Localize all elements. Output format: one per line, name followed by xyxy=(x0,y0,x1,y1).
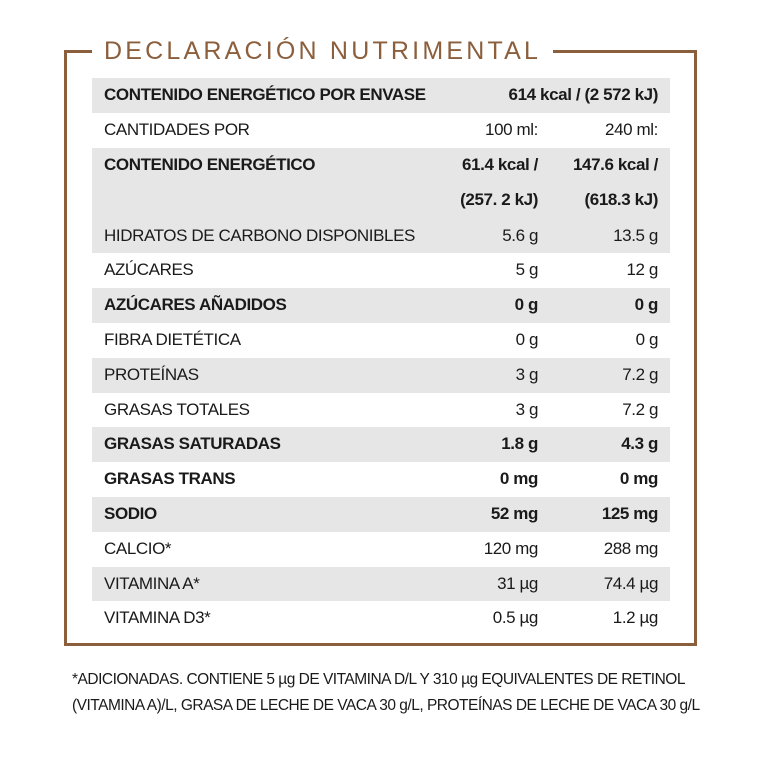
row-value-total: 614 kcal / (2 572 kJ) xyxy=(508,85,659,104)
row-label: CONTENIDO ENERGÉTICO xyxy=(104,154,316,174)
row-value-100ml: 5 g xyxy=(515,260,539,280)
row-label: GRASAS SATURADAS xyxy=(104,434,281,454)
row-value-100ml: 52 mg xyxy=(490,503,539,523)
table-row: CONTENIDO ENERGÉTICO 61.4 kcal / (257. 2… xyxy=(92,147,670,219)
column-header-100ml: 100 ml: xyxy=(485,119,538,139)
row-value-100ml: 120 mg xyxy=(483,538,539,558)
row-value-100ml: 5.6 g xyxy=(502,225,538,245)
row-value-240ml: 1.2 µg xyxy=(612,608,659,628)
row-label: VITAMINA D3* xyxy=(104,608,211,628)
row-label: VITAMINA A* xyxy=(104,573,200,593)
table-row: CALCIO* 120 mg 288 mg xyxy=(92,532,670,567)
footnote-line: *ADICIONADAS. CONTIENE 5 µg DE VITAMINA … xyxy=(72,671,685,688)
table-row: GRASAS SATURADAS 1.8 g 4.3 g xyxy=(92,427,670,463)
row-value-100ml: 31 µg xyxy=(497,573,538,593)
row-value-240ml: 0 g xyxy=(634,295,659,315)
table-row: FIBRA DIETÉTICA 0 g 0 g xyxy=(92,323,670,358)
row-value-240ml: 7.2 g xyxy=(622,364,658,384)
footnote: *ADICIONADAS. CONTIENE 5 µg DE VITAMINA … xyxy=(72,667,712,719)
table-row: VITAMINA A* 31 µg 74.4 µg xyxy=(92,566,670,602)
label-title: DECLARACIÓN NUTRIMENTAL xyxy=(92,34,554,68)
row-value-100ml: 1.8 g xyxy=(501,434,538,454)
row-value-240ml: 13.5 g xyxy=(613,225,658,245)
table-row: AZÚCARES AÑADIDOS 0 g 0 g xyxy=(92,288,670,323)
row-label: GRASAS TRANS xyxy=(104,469,236,489)
row-value-100ml-line2: (257. 2 kJ) xyxy=(460,189,538,209)
row-value-240ml: 0 mg xyxy=(619,469,658,489)
row-value-240ml: 125 mg xyxy=(601,503,659,523)
row-label: HIDRATOS DE CARBONO DISPONIBLES xyxy=(104,225,415,245)
row-value-240ml: 288 mg xyxy=(603,538,659,558)
row-label: CANTIDADES POR xyxy=(104,119,250,139)
row-value-240ml: 147.6 kcal / xyxy=(573,154,658,174)
row-value-100ml: 0 mg xyxy=(499,469,538,489)
table-row: HIDRATOS DE CARBONO DISPONIBLES 5.6 g 13… xyxy=(92,218,670,254)
column-header-240ml: 240 ml: xyxy=(605,119,658,139)
row-value-240ml: 7.2 g xyxy=(622,399,658,419)
row-value-100ml: 0 g xyxy=(515,329,539,349)
nutrition-table: CONTENIDO ENERGÉTICO POR ENVASE 614 kcal… xyxy=(92,78,670,636)
row-value-100ml: 61.4 kcal / xyxy=(462,154,538,174)
row-label: CALCIO* xyxy=(104,538,172,558)
table-row: SODIO 52 mg 125 mg xyxy=(92,496,670,532)
row-value-240ml-line2: (618.3 kJ) xyxy=(584,189,659,209)
row-label: SODIO xyxy=(104,503,157,523)
row-value-240ml: 74.4 µg xyxy=(603,573,659,593)
footnote-line: (VITAMINA A)/L, GRASA DE LECHE DE VACA 3… xyxy=(72,697,700,714)
table-row: PROTEÍNAS 3 g 7.2 g xyxy=(92,357,670,393)
row-label: CONTENIDO ENERGÉTICO POR ENVASE xyxy=(104,85,426,104)
row-label: AZÚCARES xyxy=(104,260,194,280)
row-value-100ml: 3 g xyxy=(515,399,539,419)
row-value-240ml: 0 g xyxy=(635,329,659,349)
row-value-100ml: 0.5 µg xyxy=(492,608,539,628)
row-value-100ml: 3 g xyxy=(515,364,539,384)
table-row: GRASAS TRANS 0 mg 0 mg xyxy=(92,462,670,497)
table-row: CONTENIDO ENERGÉTICO POR ENVASE 614 kcal… xyxy=(92,78,670,113)
row-label: GRASAS TOTALES xyxy=(104,399,250,419)
row-label: PROTEÍNAS xyxy=(104,364,199,384)
row-value-240ml: 12 g xyxy=(626,260,659,280)
row-label: AZÚCARES AÑADIDOS xyxy=(104,295,287,315)
table-row: CANTIDADES POR 100 ml: 240 ml: xyxy=(92,113,670,148)
table-row: VITAMINA D3* 0.5 µg 1.2 µg xyxy=(92,601,670,636)
row-value-100ml: 0 g xyxy=(514,295,539,315)
table-row: GRASAS TOTALES 3 g 7.2 g xyxy=(92,393,670,428)
row-label: FIBRA DIETÉTICA xyxy=(104,329,241,349)
table-row: AZÚCARES 5 g 12 g xyxy=(92,253,670,288)
row-value-240ml: 4.3 g xyxy=(621,434,658,454)
